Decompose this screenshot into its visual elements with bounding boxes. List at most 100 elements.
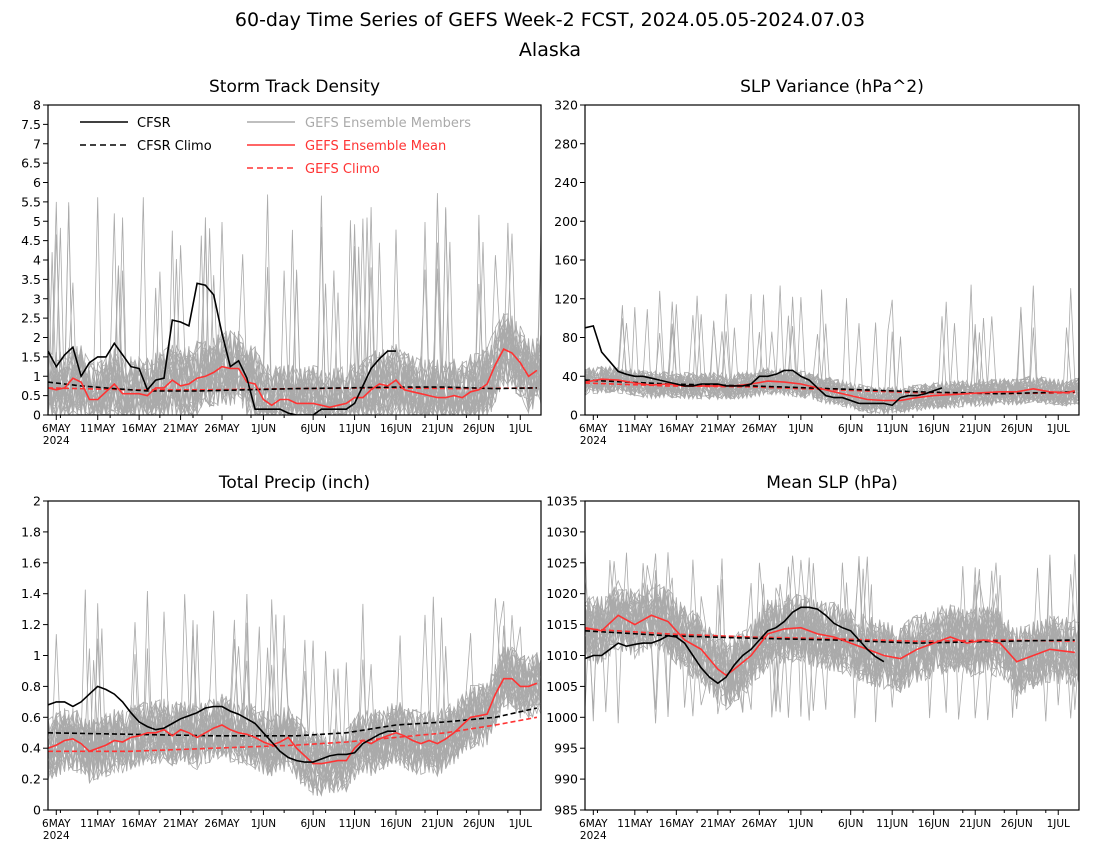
total-precip-y-tick-label: 1.8 [21,524,41,539]
slp-variance-cfsr-line [585,324,943,407]
slp-variance-x-year-label: 2024 [580,435,607,447]
legend-gefs-climo-label: GEFS Climo [305,162,380,177]
storm-track-density-x-tick-label: 6MAY [42,423,71,435]
mean-slp-cfsr-line [585,606,885,685]
slp-variance-x-tick-label: 26JUN [1001,423,1033,435]
slp-variance-x-tick-label: 16JUN [918,423,950,435]
total-precip-gefs-climo-line [48,716,538,753]
storm-track-density-x-tick-label: 11MAY [80,423,116,435]
total-precip-y-tick-label: 1.4 [21,586,41,601]
total-precip-x-tick-label: 1JUL [509,818,532,830]
storm-track-density-x-tick-label: 6JUN [300,423,325,435]
mean-slp-y-tick-label: 1015 [546,617,578,632]
mean-slp-ensemble-member-line [585,557,1079,718]
storm-track-density-y-tick-label: 0.5 [21,388,41,403]
storm-track-density-x-tick-label: 1JUN [251,423,276,435]
mean-slp-y-tick-label: 1025 [546,555,578,570]
mean-slp-title: Mean SLP (hPa) [766,473,898,493]
slp-variance-gefs-ensemble-mean-line [585,378,1075,402]
mean-slp-x-tick-label: 26MAY [742,818,778,830]
storm-track-density-x-tick-label: 21JUN [421,423,453,435]
mean-slp-x-tick-label: 1JUL [1047,818,1070,830]
mean-slp-x-tick-label: 16JUN [918,818,950,830]
total-precip-gefs-ensemble-mean-line [48,677,538,765]
storm-track-density-y-tick-label: 2.5 [21,311,41,326]
mean-slp-x-tick-label: 21JUN [959,818,991,830]
storm-track-density-y-tick-label: 3.5 [21,272,41,287]
storm-track-density-y-tick-label: 1 [33,369,41,384]
storm-track-density-y-tick-label: 7 [33,136,41,151]
slp-variance-x-tick-label: 6MAY [579,423,608,435]
storm-track-density-y-tick-label: 3 [33,291,41,306]
slp-variance-ensemble-member-line [585,294,1079,414]
mean-slp-ensemble-member-line [585,552,1079,695]
slp-variance-y-tick-label: 0 [570,408,578,423]
total-precip-y-tick-label: 0.4 [21,741,41,756]
storm-track-density-y-tick-label: 4.5 [21,233,41,248]
storm-track-density-x-tick-label: 21MAY [163,423,199,435]
storm-track-density-x-year-label: 2024 [43,435,70,447]
total-precip-y-tick-label: 0.6 [21,710,41,725]
slp-variance-y-tick-label: 320 [554,98,578,113]
storm-track-density-ensemble-member-line [48,217,541,415]
slp-variance-y-tick-label: 160 [554,253,578,268]
mean-slp-y-tick-label: 1005 [546,679,578,694]
storm-track-density-x-tick-label: 11JUN [339,423,371,435]
total-precip-y-tick-label: 1 [33,648,41,663]
total-precip-x-tick-label: 6JUN [300,818,325,830]
total-precip-x-tick-label: 6MAY [42,818,71,830]
slp-variance-title: SLP Variance (hPa^2) [740,77,924,97]
storm-track-density-gefs-ensemble-mean-line [48,348,538,409]
total-precip-x-tick-label: 11MAY [80,818,116,830]
total-precip-x-tick-label: 26JUN [463,818,495,830]
storm-track-density-y-tick-label: 7.5 [21,117,41,132]
mean-slp-y-tick-label: 1000 [546,710,578,725]
storm-track-density-y-tick-label: 1.5 [21,349,41,364]
slp-variance-x-tick-label: 1JUN [788,423,813,435]
storm-track-density-x-tick-label: 16JUN [380,423,412,435]
slp-variance-x-tick-label: 1JUL [1047,423,1070,435]
total-precip-y-tick-label: 1.2 [21,617,41,632]
slp-variance-x-tick-label: 11JUN [876,423,908,435]
slp-variance-ensemble-member-line [585,322,1079,409]
total-precip-x-tick-label: 21JUN [421,818,453,830]
storm-track-density-x-tick-label: 26JUN [463,423,495,435]
slp-variance-x-tick-label: 21MAY [700,423,736,435]
mean-slp-x-tick-label: 1JUN [788,818,813,830]
storm-track-density-x-tick-label: 26MAY [204,423,240,435]
total-precip-title: Total Precip (inch) [218,473,370,493]
slp-variance-x-tick-label: 21JUN [959,423,991,435]
storm-track-density-y-tick-label: 0 [33,408,41,423]
slp-variance-y-tick-label: 80 [562,330,578,345]
total-precip-y-tick-label: 0 [33,803,41,818]
legend-cfsr-label: CFSR [137,116,171,131]
mean-slp-gefs-climo-line [585,628,1075,643]
slp-variance-ensemble-members [585,284,1079,415]
slp-variance-gefs-climo-line [585,382,1075,395]
total-precip-x-tick-label: 1JUN [251,818,276,830]
legend-mean-label: GEFS Ensemble Mean [305,139,446,154]
total-precip-x-tick-label: 26MAY [204,818,240,830]
storm-track-density-y-tick-label: 2 [33,330,41,345]
storm-track-density-panel: Storm Track Density 0 0.5 1 1.5 2 2.5 3 3.5 4 4.5 5… [21,77,542,447]
total-precip-ensemble-member-line [48,603,541,795]
total-precip-x-tick-label: 11JUN [339,818,371,830]
mean-slp-gefs-ensemble-mean-line [585,614,1075,677]
storm-track-density-ensemble-members [48,193,541,415]
mean-slp-x-year-label: 2024 [580,830,607,842]
slp-variance-x-tick-label: 6JUN [838,423,863,435]
slp-variance-panel: SLP Variance (hPa^2) 0 40 80 120 160 200 240 280… [554,77,1080,447]
legend: CFSR CFSR Climo GEFS Ensemble Members GE… [80,116,471,177]
mean-slp-y-tick-label: 985 [554,803,578,818]
mean-slp-x-tick-label: 11JUN [876,818,908,830]
storm-track-density-y-tick-label: 8 [33,98,41,113]
slp-variance-y-tick-label: 120 [554,291,578,306]
mean-slp-y-tick-label: 1020 [546,586,578,601]
storm-track-density-ensemble-member-line [48,207,541,415]
storm-track-density-y-tick-label: 5 [33,214,41,229]
total-precip-x-tick-label: 16JUN [380,818,412,830]
storm-track-density-y-tick-label: 6.5 [21,156,41,171]
slp-variance-frame [584,104,1080,416]
storm-track-density-y-tick-label: 6 [33,175,41,190]
